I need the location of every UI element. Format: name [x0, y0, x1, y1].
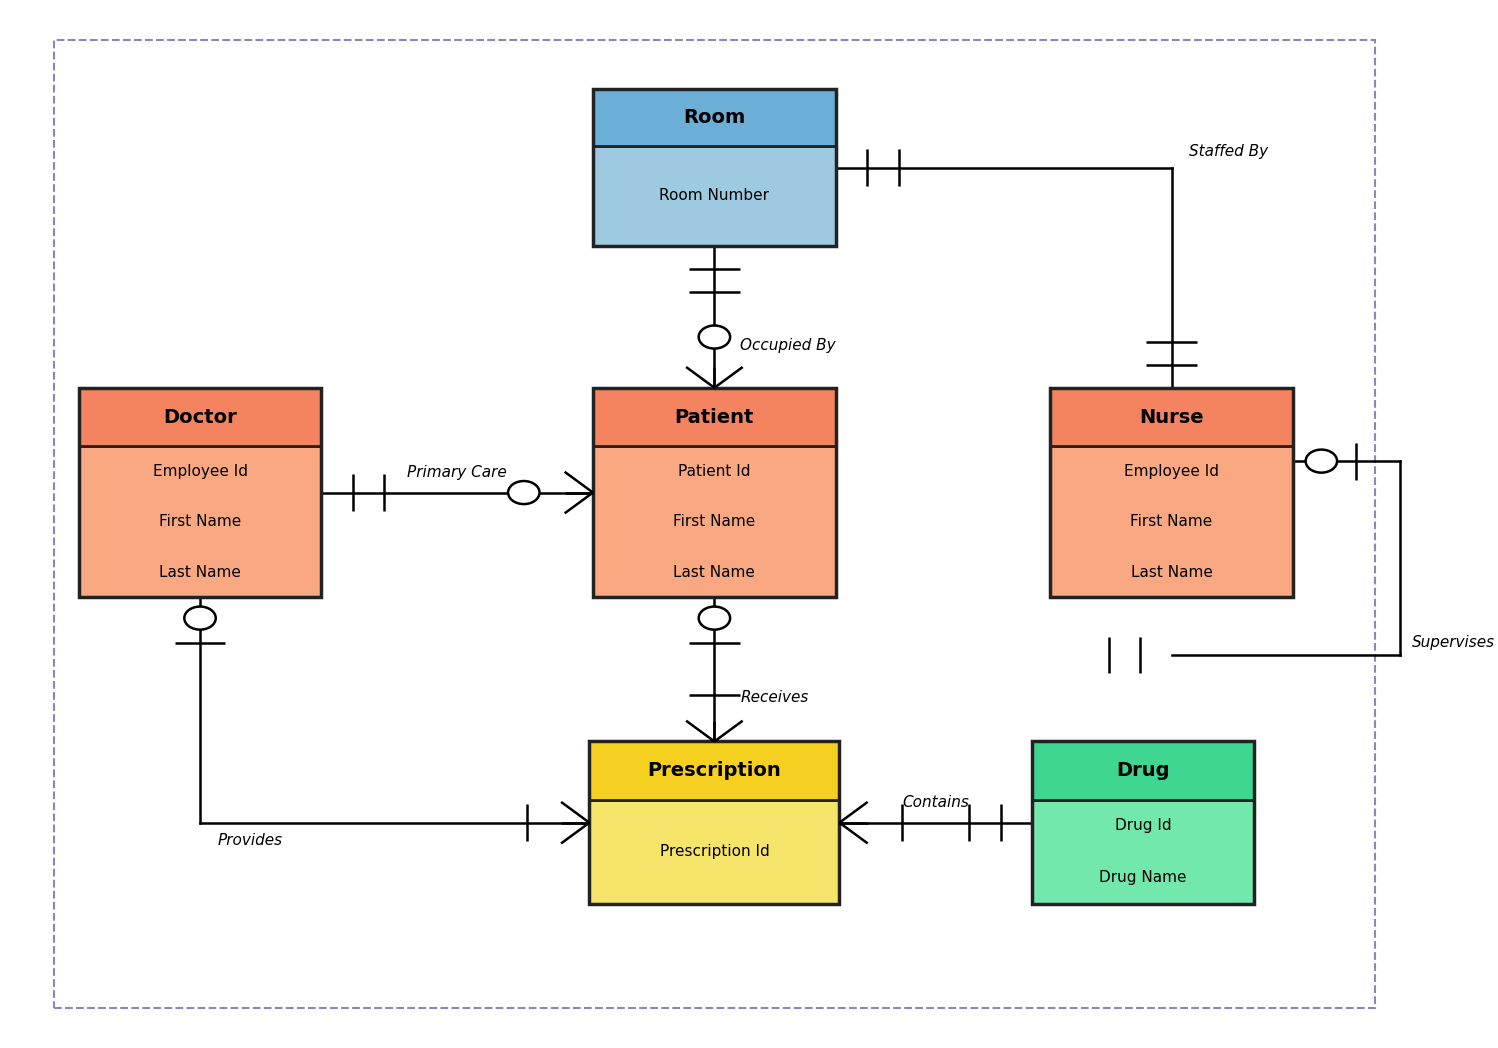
Bar: [589, 742, 839, 800]
Bar: [1032, 742, 1254, 800]
Text: Employee Id: Employee Id: [153, 464, 247, 479]
Text: Receives: Receives: [740, 691, 809, 705]
Text: Doctor: Doctor: [163, 408, 237, 427]
Bar: [1050, 388, 1293, 597]
Bar: [593, 388, 836, 597]
Text: Provides: Provides: [217, 833, 282, 848]
Text: First Name: First Name: [673, 515, 755, 529]
Text: Occupied By: Occupied By: [740, 337, 836, 353]
Bar: [589, 800, 839, 903]
Text: Last Name: Last Name: [1131, 565, 1212, 580]
Bar: [589, 742, 839, 903]
Text: Prescription Id: Prescription Id: [659, 845, 770, 859]
Text: Drug Id: Drug Id: [1115, 818, 1171, 833]
Circle shape: [698, 607, 730, 630]
Text: Primary Care: Primary Care: [407, 465, 508, 480]
Text: Drug Name: Drug Name: [1100, 871, 1186, 886]
Circle shape: [508, 481, 539, 504]
Bar: [1032, 742, 1254, 903]
Text: Contains: Contains: [902, 795, 969, 810]
Text: Room: Room: [683, 108, 746, 127]
Text: Supervises: Supervises: [1411, 635, 1495, 650]
Bar: [1032, 800, 1254, 903]
Bar: [78, 446, 322, 597]
Text: Employee Id: Employee Id: [1124, 464, 1219, 479]
Text: Patient Id: Patient Id: [679, 464, 750, 479]
Bar: [593, 146, 836, 246]
Circle shape: [698, 326, 730, 349]
Bar: [593, 446, 836, 597]
Bar: [78, 388, 322, 446]
Text: Patient: Patient: [674, 408, 753, 427]
Text: Nurse: Nurse: [1140, 408, 1204, 427]
Text: First Name: First Name: [1131, 515, 1213, 529]
Bar: [1050, 446, 1293, 597]
Circle shape: [184, 607, 216, 630]
Text: Prescription: Prescription: [647, 761, 782, 780]
Bar: [593, 388, 836, 446]
Text: Last Name: Last Name: [159, 565, 241, 580]
Circle shape: [1306, 450, 1338, 473]
Text: Room Number: Room Number: [659, 189, 770, 203]
Text: First Name: First Name: [159, 515, 241, 529]
Bar: [1050, 388, 1293, 446]
Bar: [593, 89, 836, 146]
Text: Staffed By: Staffed By: [1189, 145, 1267, 159]
Bar: [593, 89, 836, 246]
Text: Drug: Drug: [1116, 761, 1170, 780]
Bar: [78, 388, 322, 597]
Text: Last Name: Last Name: [674, 565, 755, 580]
